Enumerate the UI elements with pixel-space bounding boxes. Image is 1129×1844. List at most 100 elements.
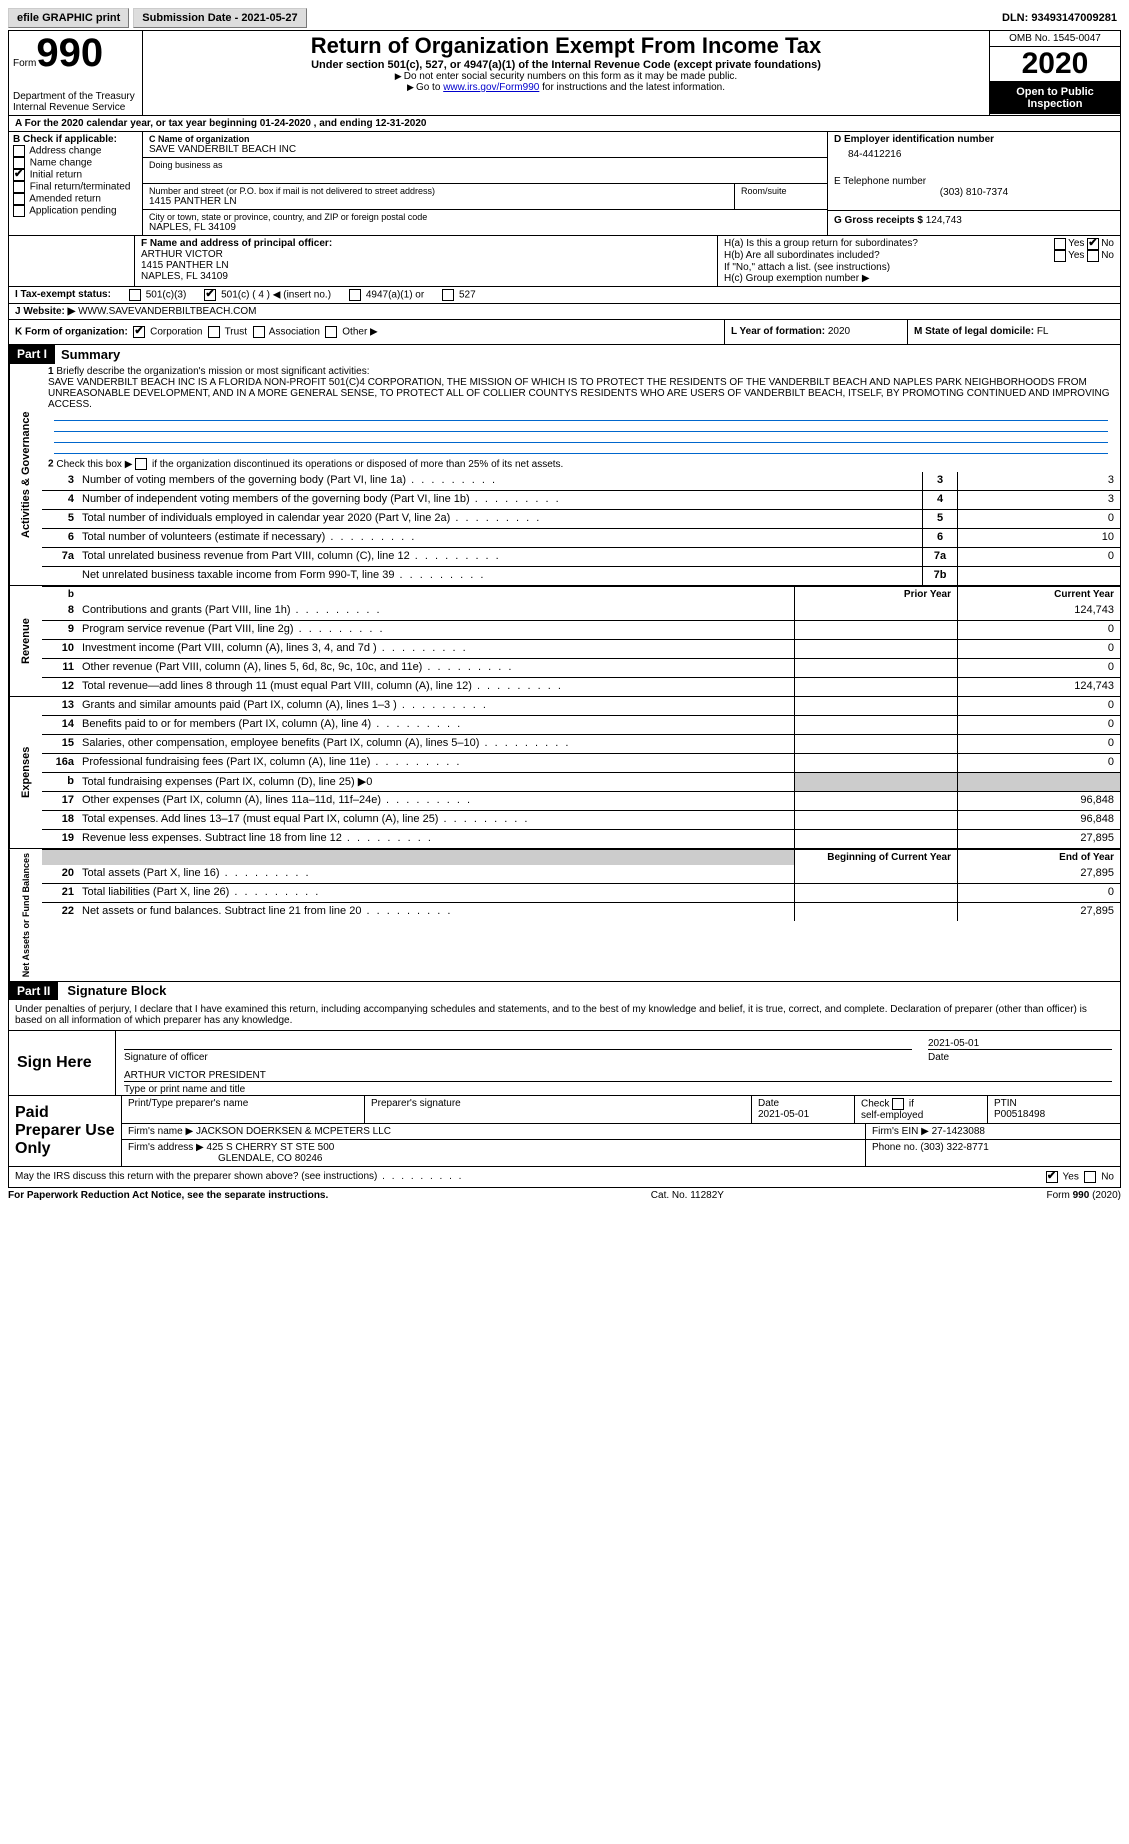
box-b-option: Amended return (13, 193, 138, 205)
form-subtitle: Under section 501(c), 527, or 4947(a)(1)… (147, 59, 985, 71)
goto-pre: Go to (416, 82, 443, 93)
table-row: 12Total revenue—add lines 8 through 11 (… (42, 677, 1120, 696)
box-b-checkbox[interactable] (13, 181, 25, 193)
box-b-checkbox[interactable] (13, 205, 25, 217)
self-employed-checkbox[interactable] (892, 1098, 904, 1110)
table-row: 19Revenue less expenses. Subtract line 1… (42, 829, 1120, 848)
firm-name: JACKSON DOERKSEN & MCPETERS LLC (196, 1126, 391, 1137)
irs-link[interactable]: www.irs.gov/Form990 (443, 82, 539, 93)
hb-note: If "No," attach a list. (see instruction… (724, 262, 1114, 273)
table-row: 14Benefits paid to or for members (Part … (42, 715, 1120, 734)
box-b-option: Initial return (13, 169, 138, 181)
firm-ein: 27-1423088 (932, 1126, 985, 1137)
501c3-checkbox[interactable] (129, 289, 141, 301)
corp-checkbox[interactable] (133, 326, 145, 338)
part1-badge: Part I (9, 345, 55, 364)
period-begin: 01-24-2020 (260, 118, 311, 129)
sign-here-section: Sign Here Signature of officer 2021-05-0… (9, 1031, 1120, 1096)
cat-no: Cat. No. 11282Y (651, 1190, 724, 1201)
table-row: 21Total liabilities (Part X, line 26)0 (42, 883, 1120, 902)
expenses-content: 13Grants and similar amounts paid (Part … (42, 697, 1120, 848)
paid-row-1: Print/Type preparer's name Preparer's si… (122, 1096, 1120, 1124)
toolbar: efile GRAPHIC print Submission Date - 20… (8, 8, 1121, 28)
ein-value: 84-4412216 (834, 145, 1114, 164)
street-address: 1415 PANTHER LN (149, 196, 728, 207)
ha-no-checkbox[interactable] (1087, 238, 1099, 250)
dba-label: Doing business as (149, 160, 821, 170)
hb-no-checkbox[interactable] (1087, 250, 1099, 262)
form-ref: Form 990 (2020) (1047, 1190, 1121, 1201)
box-b-checkbox[interactable] (13, 193, 25, 205)
prep-date: 2021-05-01 (758, 1109, 809, 1120)
box-h: H(a) Is this a group return for subordin… (718, 236, 1120, 286)
table-row: 6Total number of volunteers (estimate if… (42, 528, 1120, 547)
sig-officer-label: Signature of officer (116, 1052, 920, 1063)
table-row: 7aTotal unrelated business revenue from … (42, 547, 1120, 566)
table-row: 3Number of voting members of the governi… (42, 472, 1120, 490)
org-name-cell: C Name of organization SAVE VANDERBILT B… (143, 132, 827, 158)
table-row: 8Contributions and grants (Part VIII, li… (42, 602, 1120, 620)
table-row: 13Grants and similar amounts paid (Part … (42, 697, 1120, 715)
form-990: Form990 Department of the Treasury Inter… (8, 30, 1121, 1188)
domicile-value: FL (1037, 326, 1049, 337)
officer-label: F Name and address of principal officer: (141, 238, 711, 249)
box-b-checkbox[interactable] (13, 145, 25, 157)
prior-year-label: Prior Year (794, 587, 957, 602)
period-mid: , and ending (314, 118, 376, 129)
paid-row-2: Firm's name ▶ JACKSON DOERKSEN & MCPETER… (122, 1124, 1120, 1140)
pra-notice: For Paperwork Reduction Act Notice, see … (8, 1190, 328, 1201)
discuss-yes-checkbox[interactable] (1046, 1171, 1058, 1183)
assoc-label: Association (269, 327, 320, 338)
sign-here-label: Sign Here (9, 1031, 116, 1095)
side-netassets: Net Assets or Fund Balances (9, 849, 42, 981)
other-checkbox[interactable] (325, 326, 337, 338)
box-i: I Tax-exempt status: 501(c)(3) 501(c) ( … (9, 287, 1120, 304)
section-fh: F Name and address of principal officer:… (9, 236, 1120, 287)
discuss-text: May the IRS discuss this return with the… (15, 1171, 377, 1182)
table-row: 5Total number of individuals employed in… (42, 509, 1120, 528)
line2-checkbox[interactable] (135, 458, 147, 470)
expenses-section: Expenses 13Grants and similar amounts pa… (9, 697, 1120, 849)
dln-label: DLN: 93493147009281 (998, 12, 1121, 24)
paid-preparer-label: Paid Preparer Use Only (9, 1096, 122, 1166)
officer-addr1: 1415 PANTHER LN (141, 260, 711, 271)
table-row: 11Other revenue (Part VIII, column (A), … (42, 658, 1120, 677)
part2-title: Signature Block (61, 981, 172, 1000)
assoc-checkbox[interactable] (253, 326, 265, 338)
table-row: 22Net assets or fund balances. Subtract … (42, 902, 1120, 921)
box-klm: K Form of organization: Corporation Trus… (9, 320, 1120, 345)
hb-yes-checkbox[interactable] (1054, 250, 1066, 262)
box-deg: D Employer identification number 84-4412… (828, 132, 1120, 235)
trust-checkbox[interactable] (208, 326, 220, 338)
period-end: 12-31-2020 (375, 118, 426, 129)
sign-here-content: Signature of officer 2021-05-01 Date ART… (116, 1031, 1120, 1095)
box-c: C Name of organization SAVE VANDERBILT B… (143, 132, 828, 235)
ha-label: H(a) Is this a group return for subordin… (724, 238, 1054, 250)
governance-content: 1 Briefly describe the organization's mi… (42, 364, 1120, 585)
part2-header-row: Part II Signature Block (9, 982, 1120, 1000)
no-label: No (1101, 238, 1114, 250)
501c-checkbox[interactable] (204, 289, 216, 301)
527-label: 527 (459, 290, 476, 301)
yes-label: Yes (1068, 238, 1084, 250)
ha-yes-checkbox[interactable] (1054, 238, 1066, 250)
print-name-label: Print/Type preparer's name (122, 1096, 365, 1123)
4947-checkbox[interactable] (349, 289, 361, 301)
city-state-zip: NAPLES, FL 34109 (149, 222, 821, 233)
org-name-label: C Name of organization (149, 134, 821, 144)
discuss-no-checkbox[interactable] (1084, 1171, 1096, 1183)
officer-name: ARTHUR VICTOR (141, 249, 711, 260)
firm-phone: (303) 322-8771 (920, 1142, 988, 1153)
table-row: 18Total expenses. Add lines 13–17 (must … (42, 810, 1120, 829)
ptin-label: PTIN (994, 1098, 1017, 1109)
firm-addr1: 425 S CHERRY ST STE 500 (207, 1142, 335, 1153)
box-b-checkbox[interactable] (13, 169, 25, 181)
phone-label: E Telephone number (834, 176, 1114, 187)
line-2: 2 Check this box ▶ if the organization d… (42, 456, 1120, 472)
paid-row-3: Firm's address ▶ 425 S CHERRY ST STE 500… (122, 1140, 1120, 1166)
box-b-heading: B Check if applicable: (13, 134, 138, 145)
527-checkbox[interactable] (442, 289, 454, 301)
discuss-row: May the IRS discuss this return with the… (9, 1167, 1120, 1187)
box-k: K Form of organization: Corporation Trus… (9, 320, 725, 344)
declaration-text: Under penalties of perjury, I declare th… (9, 1000, 1120, 1031)
